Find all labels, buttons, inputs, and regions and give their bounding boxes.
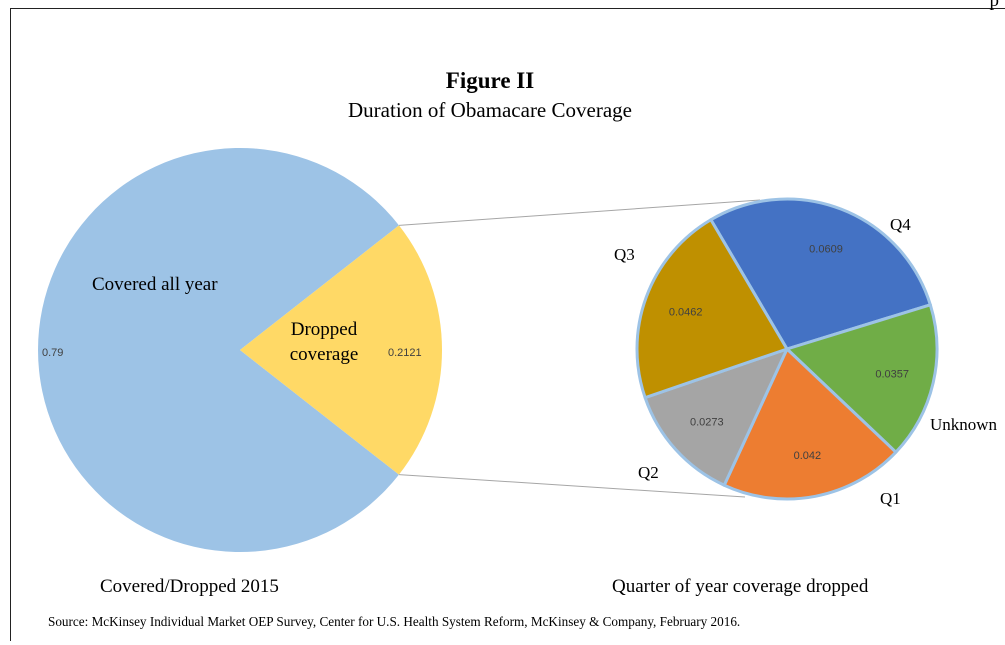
connector-lines [398, 199, 761, 498]
main-pie: Covered all year Dropped coverage 0.79 0.212… [38, 148, 443, 552]
slice-q2 [643, 347, 789, 487]
value-label-unknown: 0.0357 [875, 369, 909, 381]
connector-line-top [398, 199, 761, 226]
connector-line-bottom [398, 474, 746, 498]
label-dropped-coverage: Dropped coverage [290, 319, 359, 365]
source-note: Source: McKinsey Individual Market OEP S… [48, 614, 741, 629]
label-q4: Q4 [890, 215, 911, 234]
sub-pie: 0.0609 Q4 0.0357 Unknown 0.042 Q1 0.0273 Q2 0.04… [614, 197, 998, 508]
label-q2: Q2 [638, 463, 659, 482]
main-pie-caption: Covered/Dropped 2015 [100, 576, 279, 597]
slice-unknown [785, 303, 939, 454]
label-q3: Q3 [614, 245, 635, 264]
sub-pie-caption: Quarter of year coverage dropped [612, 576, 869, 597]
label-q1: Q1 [880, 489, 901, 508]
slice-q1 [722, 347, 898, 501]
value-label-q1: 0.042 [794, 450, 822, 462]
value-label-q3: 0.0462 [669, 307, 703, 319]
page-corner-text: p [989, 0, 1000, 11]
value-label-covered-all-year: 0.79 [42, 347, 63, 359]
label-covered-all-year: Covered all year [92, 274, 218, 295]
slice-dropped-coverage [240, 225, 443, 475]
slice-q3 [635, 218, 789, 400]
value-label-dropped-coverage: 0.2121 [388, 347, 422, 359]
value-label-q2: 0.0273 [690, 416, 724, 428]
frame-top-border [10, 8, 1005, 9]
frame-left-border [10, 8, 11, 641]
figure-subtitle: Duration of Obamacare Coverage [348, 98, 632, 122]
label-unknown: Unknown [930, 415, 998, 434]
figure-title: Figure II [445, 68, 535, 93]
value-label-q4: 0.0609 [809, 243, 843, 255]
slice-covered-all-year [38, 148, 399, 552]
